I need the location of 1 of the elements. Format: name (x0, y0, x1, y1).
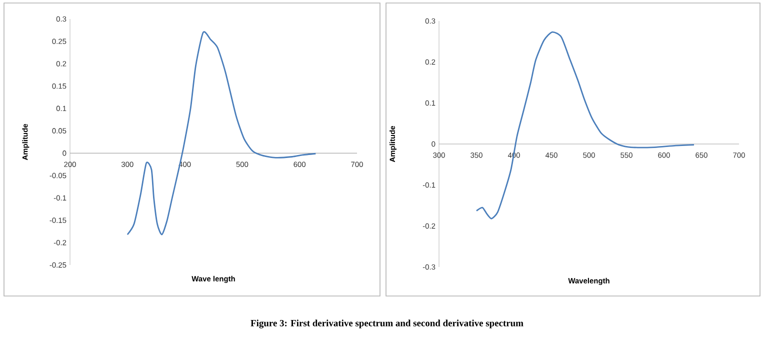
caption: Figure 3: First derivative spectrum and second derivative spectrum (250, 320, 524, 328)
